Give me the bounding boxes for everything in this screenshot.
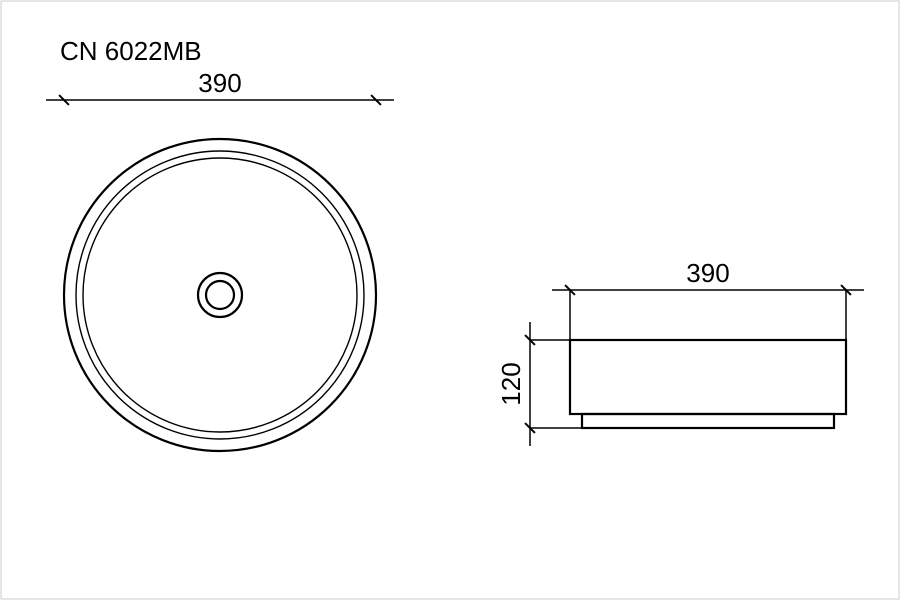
- drain-inner-circle: [206, 281, 234, 309]
- product-code-label: CN 6022MB: [60, 36, 202, 66]
- top-view: [64, 139, 376, 451]
- drain-outer-circle: [198, 273, 242, 317]
- drawing-frame: [1, 1, 899, 599]
- basin-rim-circle: [76, 151, 364, 439]
- dimension-label: 120: [496, 362, 526, 405]
- side-view: [570, 340, 846, 428]
- dimension-label: 390: [198, 68, 241, 98]
- basin-bowl-circle: [83, 158, 357, 432]
- basin-outer-circle: [64, 139, 376, 451]
- dimension-label: 390: [686, 258, 729, 288]
- basin-side-base: [582, 414, 834, 428]
- basin-side-body: [570, 340, 846, 414]
